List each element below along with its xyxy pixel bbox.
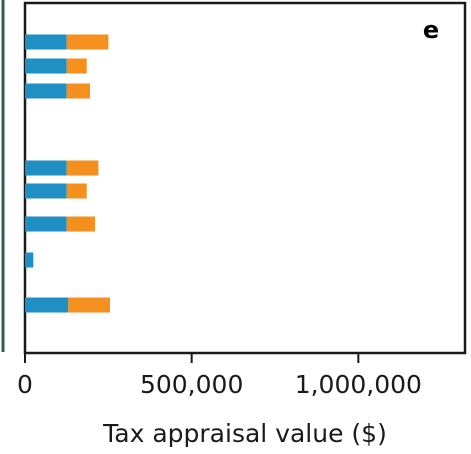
x-axis-title: Tax appraisal value ($) (102, 419, 387, 448)
bar-segment-row2-series1 (66, 83, 90, 99)
bar-segment-row6-series0 (25, 216, 67, 232)
bar-segment-row2-series0 (25, 83, 67, 99)
bar-segment-row8-series1 (68, 297, 110, 313)
bar-segment-row1-series0 (25, 58, 67, 74)
panel-label: e (423, 16, 439, 44)
bar-segment-row0-series0 (25, 34, 67, 50)
bar-segment-row4-series0 (25, 160, 67, 176)
x-tick-label-2: 1,000,000 (295, 370, 422, 399)
bars-group (25, 34, 110, 313)
bar-segment-row5-series1 (66, 183, 87, 199)
bar-segment-row8-series0 (25, 297, 69, 313)
bar-segment-row1-series1 (66, 58, 87, 74)
x-tick-label-1: 500,000 (140, 370, 243, 399)
bar-segment-row5-series0 (25, 183, 67, 199)
x-tick-label-0: 0 (17, 370, 33, 399)
bar-segment-row7-series0 (25, 252, 34, 268)
bar-segment-row4-series1 (66, 160, 99, 176)
bar-segment-row0-series1 (66, 34, 109, 50)
x-axis-ticks: 0 500,000 1,000,000 (17, 353, 422, 399)
bar-segment-row6-series1 (66, 216, 95, 232)
plot-frame (23, 1, 467, 355)
